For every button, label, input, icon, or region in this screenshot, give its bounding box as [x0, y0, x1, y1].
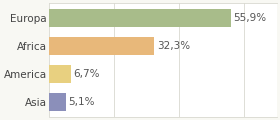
- Bar: [49, 9, 231, 27]
- Bar: [49, 37, 154, 55]
- Bar: [49, 65, 71, 83]
- Bar: [49, 93, 66, 111]
- Text: 32,3%: 32,3%: [157, 41, 190, 51]
- Text: 6,7%: 6,7%: [74, 69, 100, 79]
- Text: 5,1%: 5,1%: [69, 97, 95, 107]
- Text: 55,9%: 55,9%: [233, 13, 267, 23]
